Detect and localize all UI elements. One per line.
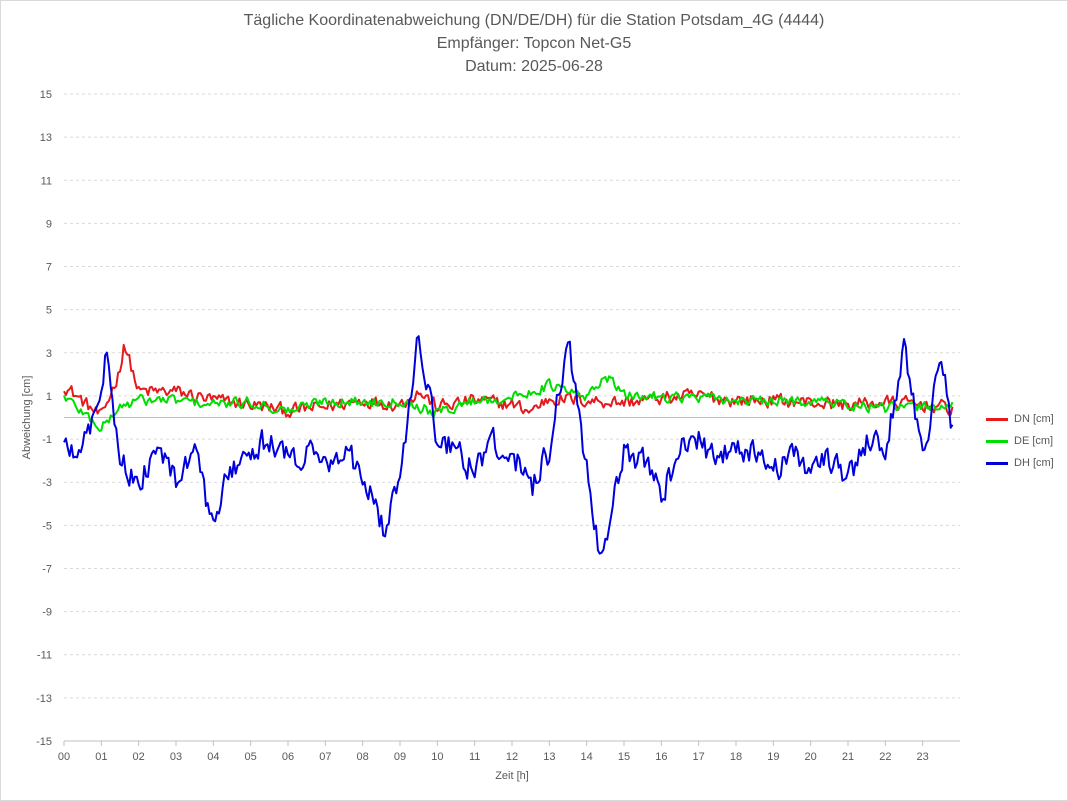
x-tick-label: 18 [730,751,742,763]
x-tick-label: 06 [282,751,294,763]
y-tick-label: 5 [46,305,52,317]
y-tick-label: 7 [46,262,52,274]
y-tick-label: -13 [36,693,52,705]
chart-title: Tägliche Koordinatenabweichung (DN/DE/DH… [243,12,825,29]
x-tick-label: 07 [319,751,331,763]
x-tick-label: 03 [170,751,182,763]
x-tick-label: 12 [506,751,518,763]
series-line-dh [63,335,954,555]
chart-subtitle-receiver: Empfänger: Topcon Net-G5 [436,35,632,52]
legend-swatch-dn [986,417,1008,421]
legend-label-dn: DN [cm] [1014,413,1054,425]
legend-swatch-de [986,439,1008,443]
y-tick-label: -7 [42,563,52,575]
x-axis-title: Zeit [h] [495,770,529,782]
y-tick-label: 9 [46,218,52,230]
x-tick-label: 22 [879,751,891,763]
x-tick-label: 11 [469,751,480,763]
y-tick-label: -1 [42,434,52,446]
chart-subtitle-date: Datum: 2025-06-28 [465,58,603,75]
x-tick-label: 15 [618,751,630,763]
legend-item-de: DE [cm] [986,430,1054,452]
chart-legend: DN [cm] DE [cm] DH [cm] [986,408,1054,474]
y-tick-label: 3 [46,348,52,360]
y-tick-label: -3 [42,477,52,489]
legend-swatch-dh [986,461,1008,465]
y-tick-label: -11 [37,650,52,662]
y-tick-label: 11 [41,175,52,187]
x-tick-label: 19 [767,751,779,763]
x-tick-label: 10 [431,751,443,763]
legend-label-de: DE [cm] [1014,435,1054,447]
series-line-de [63,375,954,432]
y-axis-title: Abweichung [cm] [21,376,33,460]
x-tick-label: 08 [357,751,369,763]
y-tick-label: 15 [40,89,52,101]
x-tick-label: 04 [207,751,219,763]
legend-label-dh: DH [cm] [1014,457,1054,469]
x-tick-label: 00 [58,751,70,763]
y-tick-label: -9 [42,607,52,619]
x-tick-label: 21 [842,751,854,763]
y-tick-label: -5 [42,520,52,532]
x-tick-label: 16 [655,751,667,763]
x-tick-label: 20 [805,751,817,763]
x-tick-label: 17 [693,751,705,763]
x-tick-label: 05 [245,751,257,763]
y-tick-label: 13 [40,132,52,144]
x-tick-label: 14 [581,751,593,763]
legend-item-dn: DN [cm] [986,408,1054,430]
x-tick-label: 23 [917,751,929,763]
x-tick-label: 01 [95,751,107,763]
x-tick-label: 09 [394,751,406,763]
series-line-dn [63,343,954,419]
legend-item-dh: DH [cm] [986,452,1054,474]
y-tick-label: 1 [46,391,52,403]
x-tick-label: 02 [133,751,145,763]
y-tick-label: -15 [36,736,52,748]
x-tick-label: 13 [543,751,555,763]
